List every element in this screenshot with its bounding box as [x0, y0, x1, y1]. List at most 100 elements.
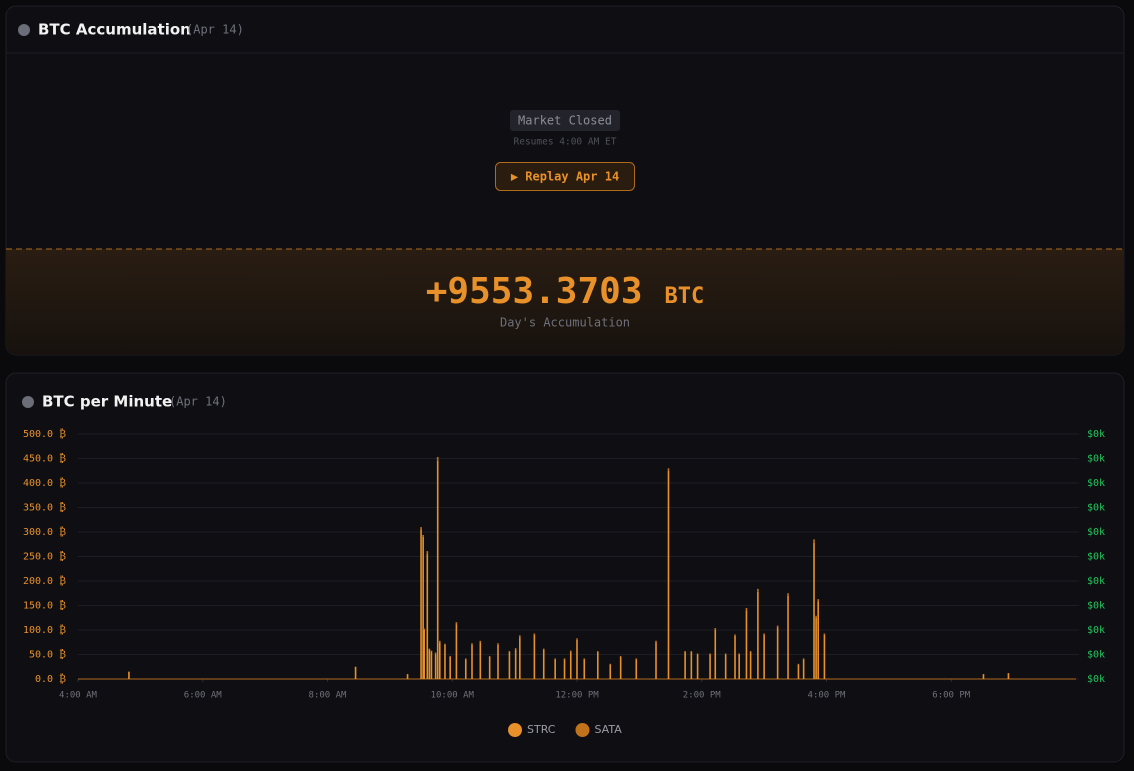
- bar: [436, 460, 439, 679]
- bar: [406, 674, 409, 679]
- status-dot: [22, 396, 34, 408]
- bar: [444, 644, 446, 679]
- bar: [428, 648, 431, 650]
- y-tick-label: 50.0 ₿: [29, 649, 66, 661]
- x-tick-label: 12:00 PM: [555, 691, 599, 701]
- bar: [426, 554, 429, 679]
- bar: [619, 656, 622, 679]
- bar: [690, 652, 693, 679]
- bar: [817, 599, 819, 602]
- bar: [655, 640, 657, 643]
- total-unit: BTC: [665, 284, 705, 309]
- bar: [763, 634, 765, 679]
- bar: [422, 534, 424, 537]
- bar: [596, 652, 599, 679]
- bar: [464, 658, 467, 660]
- legend-label[interactable]: SATA: [594, 723, 622, 736]
- bar: [438, 640, 441, 643]
- bar: [714, 628, 717, 630]
- bar: [982, 674, 985, 679]
- bar: [763, 633, 765, 635]
- y2-tick-label: $0k: [1087, 674, 1105, 685]
- panel-date: (Apr 14): [186, 23, 244, 37]
- x-tick-label: 4:00 PM: [808, 691, 847, 701]
- bar: [554, 658, 556, 660]
- panel-title: BTC Accumulation: [38, 21, 191, 39]
- bar: [667, 468, 670, 471]
- y2-tick-label: $0k: [1087, 478, 1105, 489]
- bar: [434, 652, 437, 655]
- bar: [724, 654, 727, 679]
- bar: [684, 652, 686, 679]
- bar: [684, 651, 686, 653]
- chart-title: BTC per Minute: [42, 393, 172, 411]
- bar: [576, 639, 578, 679]
- bar: [420, 527, 422, 530]
- bar: [508, 651, 511, 653]
- x-tick-label: 10:00 AM: [431, 691, 475, 701]
- bar: [455, 622, 458, 625]
- bar: [714, 630, 717, 679]
- bar: [563, 659, 566, 679]
- bar: [609, 664, 612, 679]
- panel-frame: [5, 372, 1125, 763]
- bar: [776, 627, 779, 679]
- bar: [569, 652, 572, 679]
- bar: [583, 659, 586, 679]
- button-label[interactable]: ▶ Replay Apr 14: [511, 170, 619, 184]
- bar: [787, 593, 789, 596]
- bar: [438, 642, 441, 679]
- bar: [449, 655, 451, 657]
- x-tick-label: 8:00 AM: [309, 691, 348, 701]
- bar: [817, 601, 819, 679]
- bar: [426, 551, 429, 555]
- total-label: Day's Accumulation: [500, 316, 630, 330]
- y-tick-label: 500.0 ₿: [23, 428, 66, 440]
- bar: [745, 607, 748, 611]
- bar: [519, 637, 521, 679]
- bar: [128, 671, 130, 679]
- bar: [823, 633, 826, 635]
- bar: [354, 666, 357, 679]
- bar: [514, 649, 517, 679]
- bar: [696, 654, 699, 679]
- total-area: [6, 249, 1124, 355]
- bar: [690, 651, 693, 653]
- bar: [533, 633, 536, 635]
- bar: [815, 615, 817, 618]
- bar: [757, 588, 759, 592]
- bar: [464, 659, 467, 679]
- bar: [533, 634, 536, 679]
- y-tick-label: 300.0 ₿: [23, 526, 66, 538]
- bar: [734, 634, 736, 636]
- bar: [434, 654, 437, 679]
- y-tick-label: 0.0 ₿: [35, 673, 66, 685]
- bar: [802, 658, 805, 660]
- bar: [1007, 673, 1010, 679]
- x-tick-label: 2:00 PM: [683, 691, 722, 701]
- status-badge: [510, 110, 620, 131]
- y-tick-label: 250.0 ₿: [23, 551, 66, 563]
- bar: [813, 539, 815, 543]
- bar: [563, 658, 566, 660]
- bar: [757, 591, 759, 679]
- bar: [423, 630, 425, 679]
- button-frame[interactable]: [495, 162, 635, 191]
- y2-tick-label: $0k: [1087, 527, 1105, 538]
- status-dot: [18, 24, 30, 36]
- bar: [423, 628, 425, 630]
- y-tick-label: 100.0 ₿: [23, 624, 66, 636]
- bar: [471, 643, 473, 645]
- bar: [655, 642, 657, 679]
- bar: [734, 635, 736, 679]
- x-tick-label: 4:00 AM: [59, 691, 98, 701]
- legend-label[interactable]: STRC: [527, 723, 556, 736]
- bar: [635, 658, 638, 660]
- bar: [455, 624, 458, 679]
- bar: [497, 643, 499, 645]
- bar: [430, 650, 433, 653]
- legend-swatch[interactable]: [575, 723, 590, 737]
- y2-tick-label: $0k: [1087, 576, 1105, 587]
- legend-swatch[interactable]: [508, 723, 522, 737]
- replay-button[interactable]: ▶ Replay Apr 14: [495, 162, 635, 191]
